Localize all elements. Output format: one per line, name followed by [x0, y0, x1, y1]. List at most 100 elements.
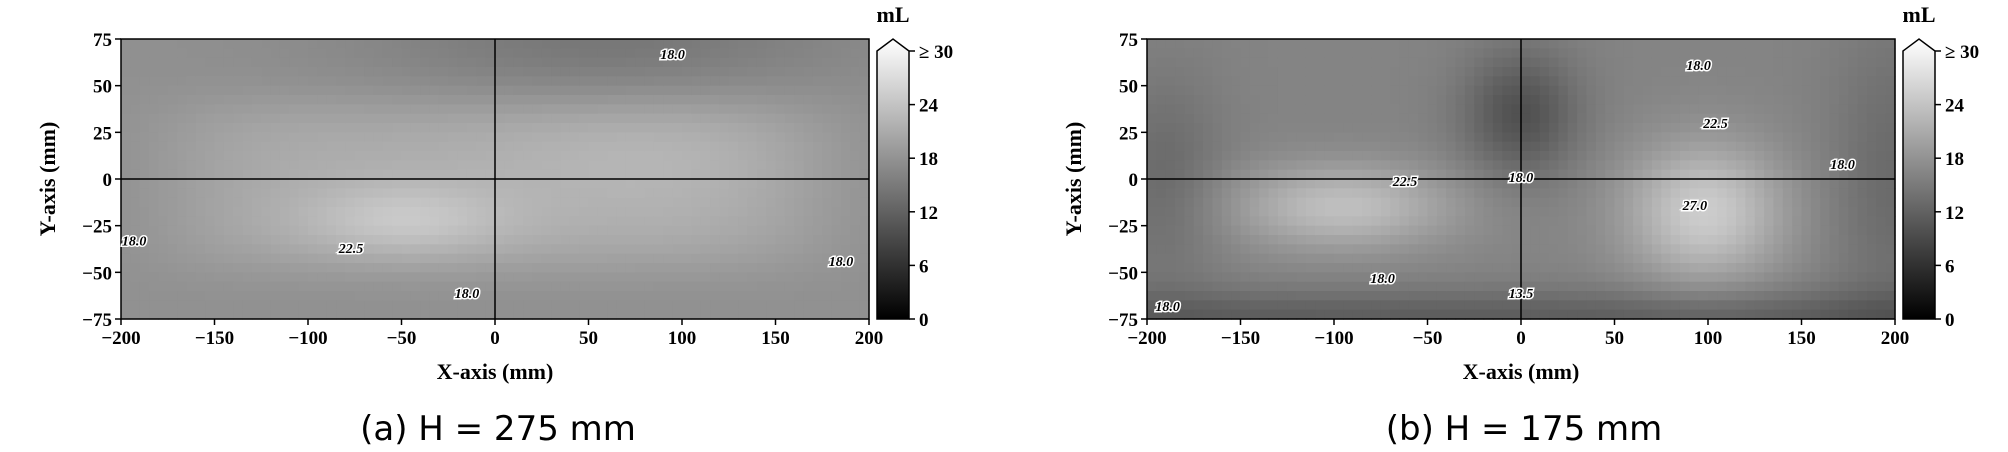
- heatmap-cell: [1717, 48, 1728, 59]
- heatmap-cell: [616, 123, 627, 133]
- heatmap-cell: [653, 253, 664, 264]
- heatmap-cell: [195, 132, 206, 143]
- heatmap-cell: [1390, 244, 1401, 255]
- colorbar-gradient: [1902, 38, 1936, 320]
- heatmap-cell: [1623, 207, 1634, 217]
- heatmap-cell: [551, 272, 562, 283]
- heatmap-cell: [1866, 244, 1877, 255]
- heatmap-cell: [1399, 132, 1410, 143]
- heatmap-cell: [579, 113, 590, 124]
- heatmap-cell: [223, 104, 234, 115]
- heatmap-cell: [1689, 281, 1700, 292]
- heatmap-cell: [1810, 151, 1821, 161]
- heatmap-cell: [1212, 281, 1223, 292]
- heatmap-cell: [747, 179, 758, 189]
- heatmap-cell: [803, 225, 814, 236]
- heatmap-cell: [1679, 39, 1690, 49]
- heatmap-cell: [840, 39, 851, 49]
- heatmap-cell: [261, 300, 272, 311]
- heatmap-cell: [466, 160, 477, 171]
- heatmap-cell: [1436, 309, 1447, 320]
- heatmap-cell: [1343, 160, 1354, 171]
- heatmap-cell: [495, 263, 505, 273]
- heatmap-cell: [1717, 281, 1728, 292]
- heatmap-cell: [1296, 309, 1307, 320]
- heatmap-cell: [1633, 151, 1644, 161]
- heatmap-cell: [1521, 281, 1531, 292]
- heatmap-cell: [1371, 141, 1382, 152]
- heatmap-cell: [1848, 104, 1859, 115]
- heatmap-cell: [1334, 244, 1344, 255]
- heatmap-cell: [1530, 151, 1541, 161]
- heatmap-cell: [336, 85, 346, 96]
- heatmap-cell: [1324, 48, 1335, 59]
- heatmap-cell: [1474, 216, 1485, 227]
- heatmap-cell: [1277, 244, 1288, 255]
- heatmap-cell: [1773, 113, 1784, 124]
- heatmap-cell: [1221, 281, 1232, 292]
- heatmap-cell: [822, 67, 833, 77]
- heatmap-cell: [1605, 263, 1616, 273]
- heatmap-cell: [139, 113, 150, 124]
- heatmap-cell: [738, 235, 749, 245]
- heatmap-cell: [1343, 244, 1354, 255]
- heatmap-cell: [298, 263, 309, 273]
- heatmap-cell: [1642, 244, 1653, 255]
- heatmap-cell: [812, 85, 823, 96]
- heatmap-cell: [130, 253, 141, 264]
- heatmap-cell: [308, 216, 318, 227]
- heatmap-cell: [1801, 235, 1812, 245]
- heatmap-cell: [1483, 216, 1494, 227]
- heatmap-cell: [242, 244, 253, 255]
- heatmap-cell: [1175, 67, 1185, 77]
- heatmap-cell: [1249, 141, 1260, 152]
- heatmap-cell: [1324, 76, 1335, 87]
- heatmap-cell: [289, 281, 300, 292]
- heatmap-cell: [345, 272, 356, 283]
- heatmap-cell: [270, 263, 281, 273]
- heatmap-cell: [261, 85, 272, 96]
- heatmap-cell: [1492, 39, 1503, 49]
- heatmap-cell: [1549, 160, 1559, 171]
- heatmap-cell: [1427, 132, 1438, 143]
- heatmap-cell: [1567, 197, 1578, 208]
- heatmap-cell: [1567, 309, 1578, 320]
- heatmap-cell: [1717, 263, 1728, 273]
- heatmap-cell: [289, 141, 300, 152]
- heatmap-cell: [1268, 85, 1279, 96]
- heatmap-cell: [420, 160, 431, 171]
- heatmap-cell: [242, 76, 253, 87]
- heatmap-cell: [700, 132, 711, 143]
- heatmap-cell: [1175, 235, 1185, 245]
- heatmap-cell: [1380, 309, 1391, 320]
- heatmap-cell: [1670, 244, 1681, 255]
- heatmap-cell: [167, 179, 178, 189]
- heatmap-cell: [1399, 253, 1410, 264]
- heatmap-cell: [1418, 309, 1429, 320]
- heatmap-cell: [710, 235, 720, 245]
- heatmap-cell: [1876, 253, 1887, 264]
- heatmap-cell: [1586, 253, 1597, 264]
- heatmap-cell: [149, 188, 159, 199]
- heatmap-cell: [1371, 57, 1382, 68]
- heatmap-cell: [700, 57, 711, 68]
- heatmap-cell: [1193, 141, 1204, 152]
- heatmap-cell: [420, 113, 431, 124]
- heatmap-cell: [569, 141, 580, 152]
- heatmap-cell: [1193, 197, 1204, 208]
- heatmap-cell: [438, 253, 449, 264]
- heatmap-cell: [149, 76, 159, 87]
- heatmap-cell: [682, 151, 692, 161]
- heatmap-cell: [205, 67, 216, 77]
- heatmap-cell: [1212, 169, 1223, 180]
- heatmap-cell: [1792, 179, 1803, 189]
- heatmap-cell: [1324, 309, 1335, 320]
- heatmap-cell: [588, 151, 599, 161]
- heatmap-cell: [1165, 272, 1176, 283]
- heatmap-cell: [279, 309, 290, 320]
- heatmap-cell: [682, 104, 692, 115]
- heatmap-cell: [728, 151, 739, 161]
- heatmap-cell: [1558, 39, 1569, 49]
- heatmap-cell: [504, 39, 515, 49]
- heatmap-cell: [803, 151, 814, 161]
